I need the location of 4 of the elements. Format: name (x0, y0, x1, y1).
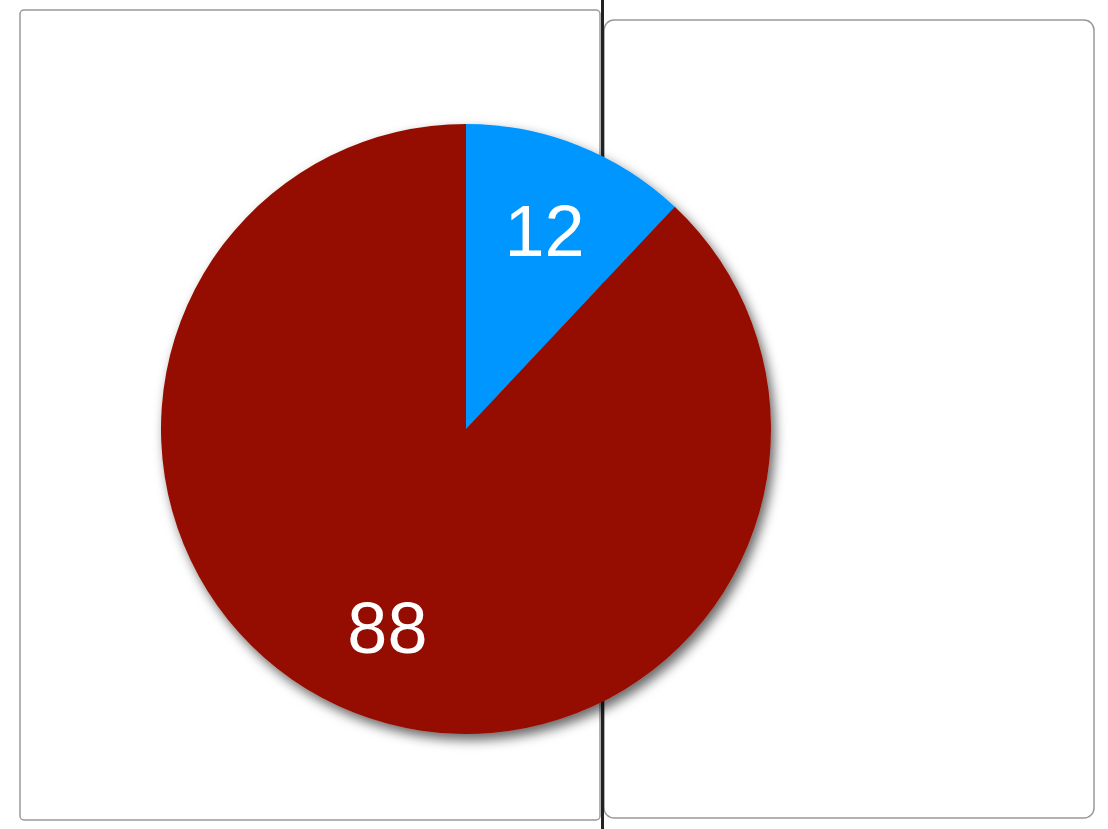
data-label: 88 (347, 587, 428, 668)
pie-slice (466, 124, 675, 429)
data-label: 12 (504, 190, 585, 271)
pie-slice (161, 124, 771, 734)
